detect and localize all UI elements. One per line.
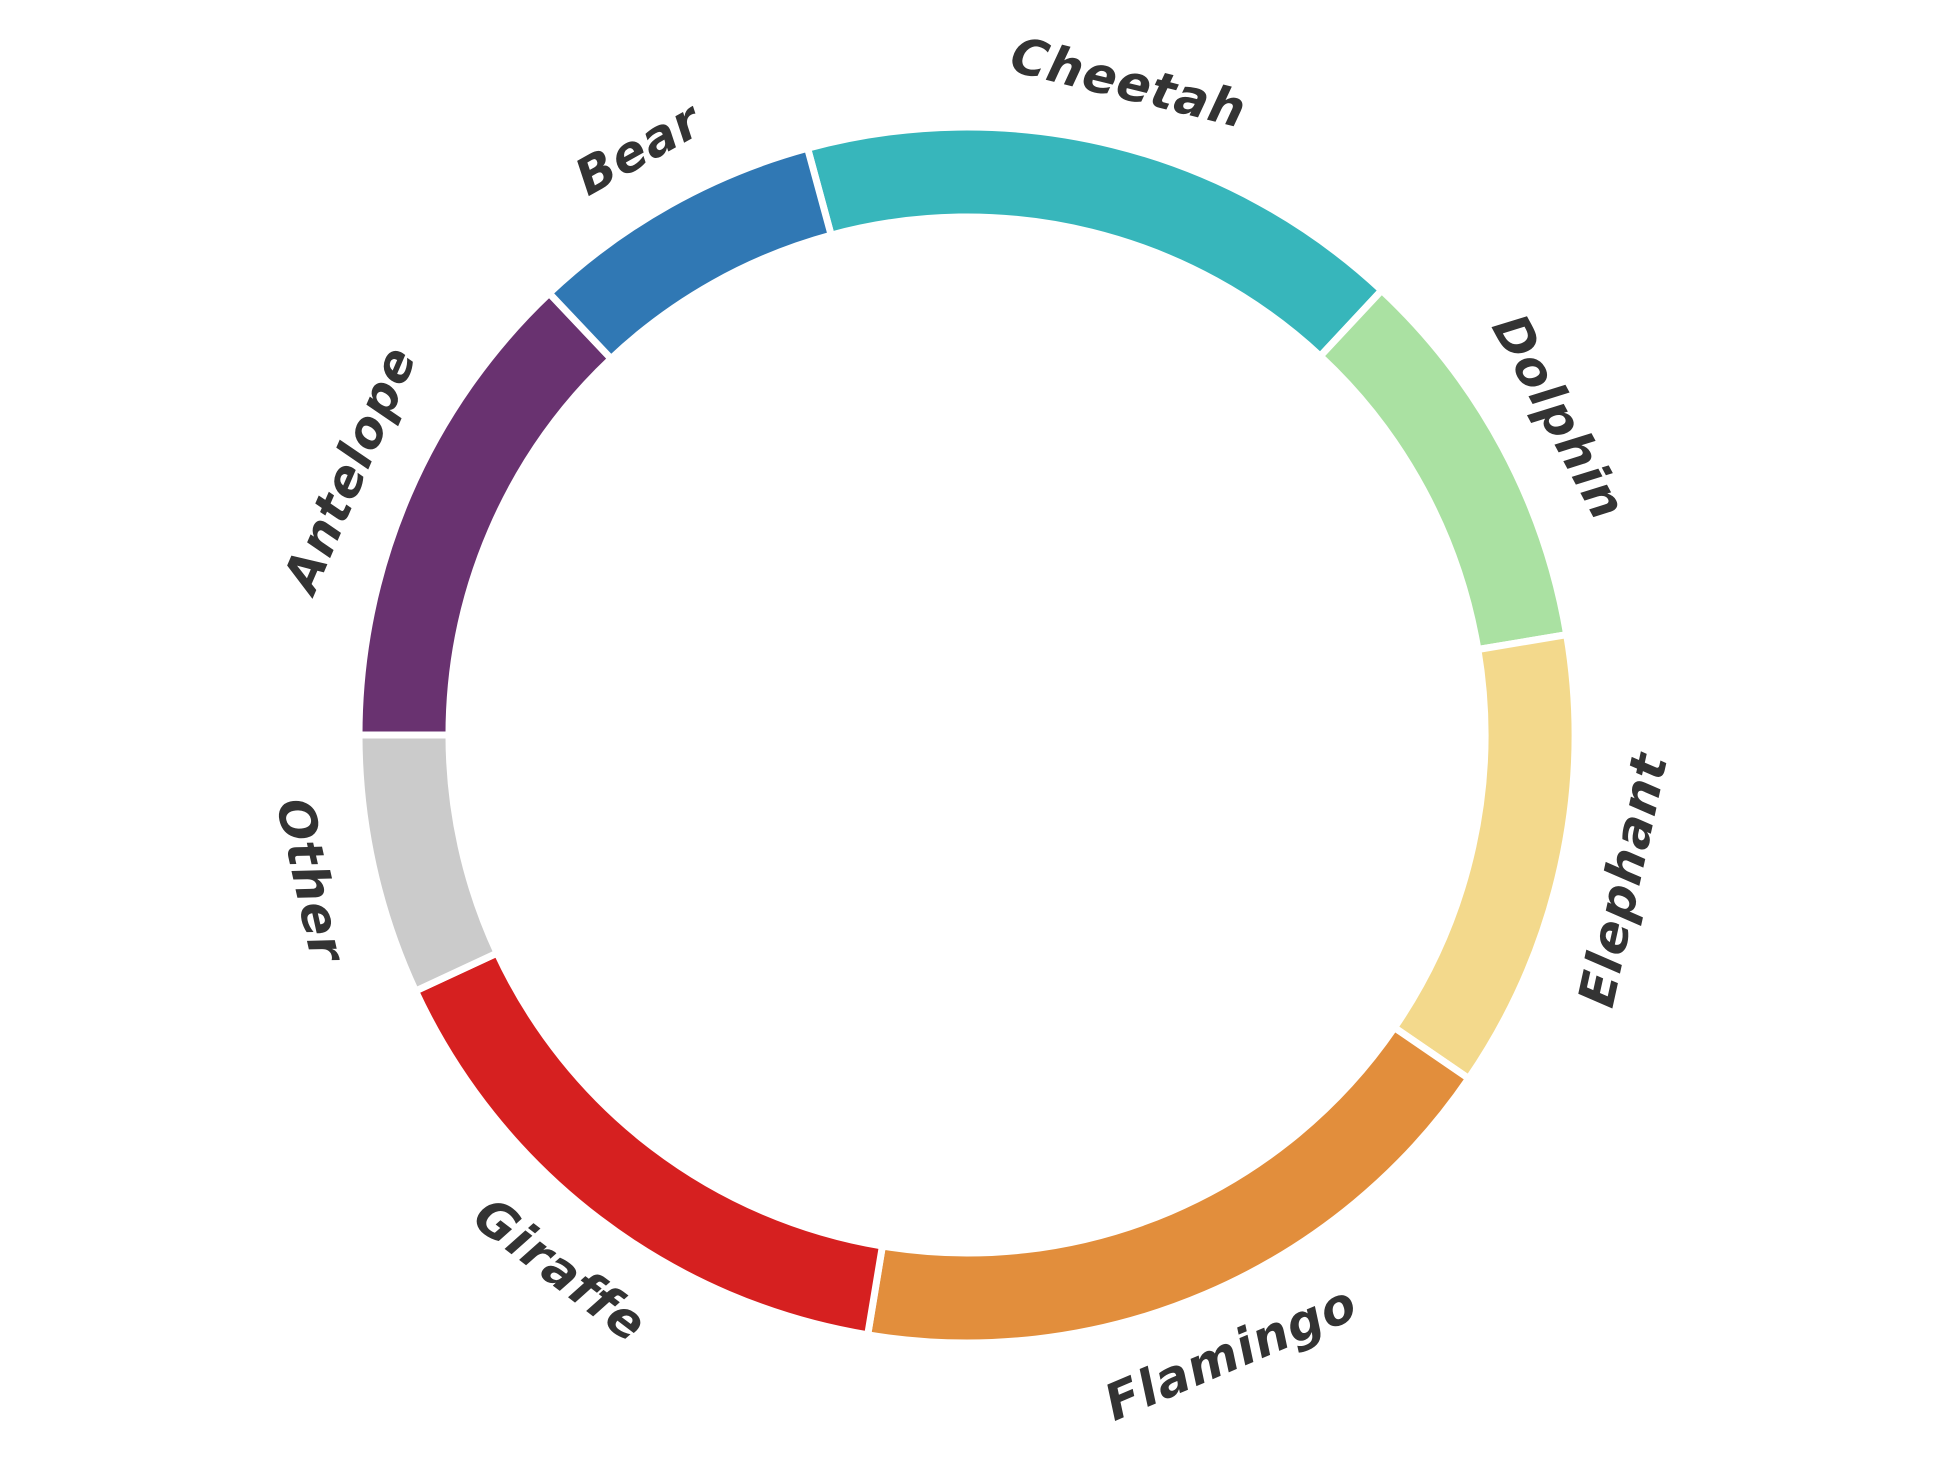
donut-segment-other: [355, 731, 502, 996]
donut-segment-giraffe: [410, 948, 887, 1339]
segment-label-cheetah: Cheetah: [1005, 26, 1252, 140]
donut-segment-bear: [544, 143, 836, 364]
donut-segment-cheetah: [803, 123, 1387, 362]
donut-segment-flamingo: [863, 1022, 1474, 1347]
segment-label-elephant: Elephant: [1567, 747, 1679, 1012]
segment-label-other: Other: [265, 793, 358, 969]
donut-segment-elephant: [1389, 630, 1579, 1084]
